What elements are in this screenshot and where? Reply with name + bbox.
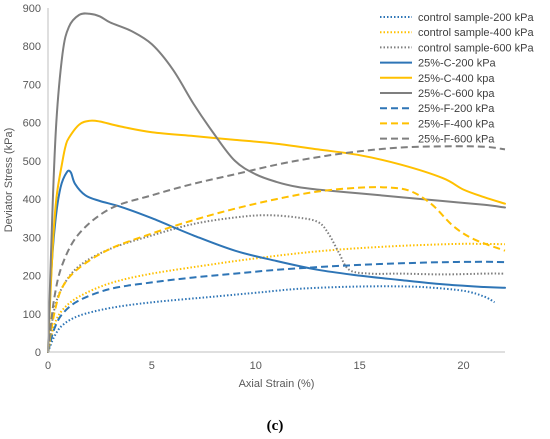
legend-label: 25%-C-400 kpa [418,73,495,85]
y-tick-label: 700 [23,79,41,91]
legend-label: 25%-C-600 kpa [418,88,495,100]
y-axis-title: Deviator Stress (kPa) [3,128,15,233]
series-line-control-sample-200-kpa [47,285,496,353]
legend-label: 25%-C-200 kPa [418,58,497,70]
legend-label: control sample-200 kPa [418,12,534,24]
y-tick-label: 300 [23,232,41,244]
series-line-25-c-600-kpa [47,12,506,353]
y-tick-label: 500 [23,156,41,168]
figure-caption: (c) [267,418,284,434]
legend-label: control sample-400 kPa [418,27,534,39]
x-axis-title: Axial Strain (%) [239,378,315,390]
x-tick-label: 10 [250,360,262,372]
y-tick-label: 800 [23,41,41,53]
y-tick-label: 200 [23,271,41,283]
legend-label: control sample-600 kPa [418,42,534,54]
plot-area [48,8,505,352]
legend-label: 25%-F-600 kPa [418,134,495,146]
plot-background [48,8,505,352]
x-tick-label: 20 [457,360,469,372]
y-tick-label: 100 [23,309,41,321]
legend-label: 25%-F-200 kPa [418,103,495,115]
series-line-25-f-400-kpa [47,186,506,353]
y-tick-label: 600 [23,118,41,130]
x-tick-label: 15 [353,360,365,372]
x-tick-label: 0 [45,360,51,372]
series-line-25-c-400-kpa [47,119,506,353]
series-line-25-f-200-kpa [47,260,506,353]
series-line-control-sample-400-kpa [47,242,506,353]
legend: control sample-200 kPa control sample-400… [380,12,534,146]
series-layer [47,12,506,353]
legend-label: 25%-F-400 kPa [418,118,495,130]
series-line-control-sample-600-kpa [47,214,506,353]
series-line-25-c-200-kpa [47,169,506,353]
y-tick-label: 0 [35,347,41,359]
y-tick-label: 400 [23,194,41,206]
series-line-25-f-600-kpa [47,145,506,353]
y-tick-label: 900 [23,3,41,15]
x-tick-label: 5 [149,360,155,372]
